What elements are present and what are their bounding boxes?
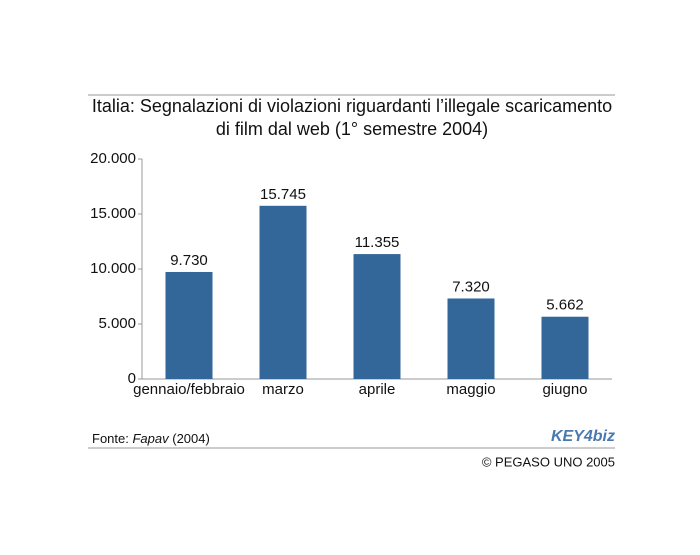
bar [259,205,307,379]
source: Fonte: Fapav (2004) [92,431,210,446]
source-label: Fonte: [92,431,129,446]
chart-title: di film dal web (1° semestre 2004) [216,119,488,139]
y-tick-label: 5.000 [98,315,136,332]
y-tick-label: 15.000 [90,205,136,222]
logo: KEY4biz [551,428,615,445]
x-tick-label: maggio [446,381,495,398]
x-tick-label: marzo [262,381,304,398]
source-name: Fapav [132,431,170,446]
x-tick-label: giugno [542,381,587,398]
y-tick-label: 20.000 [90,150,136,167]
y-tick-label: 10.000 [90,260,136,277]
value-label: 15.745 [260,186,306,203]
value-label: 5.662 [546,297,584,314]
source-year: (2004) [172,431,210,446]
x-tick-label: gennaio/febbraio [133,381,245,398]
value-label: 7.320 [452,278,490,295]
value-label: 9.730 [170,252,208,269]
bar [165,271,213,379]
value-label: 11.355 [355,234,400,251]
bar [353,254,401,379]
x-tick-label: aprile [359,381,396,398]
chart-title: Italia: Segnalazioni di violazioni rigua… [92,96,612,116]
bar [447,298,495,379]
copyright: © PEGASO UNO 2005 [482,454,615,469]
y-tick-label: 0 [128,370,136,387]
bar [541,316,589,379]
